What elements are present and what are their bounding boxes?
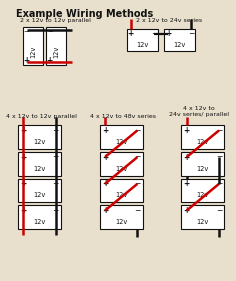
Bar — [100, 152, 143, 176]
Bar — [181, 205, 224, 229]
Text: −: − — [53, 126, 59, 135]
Text: +: + — [20, 126, 26, 135]
Bar — [100, 205, 143, 229]
Bar — [18, 179, 61, 202]
Bar — [23, 27, 43, 65]
Text: 2 x 12v to 12v parallel: 2 x 12v to 12v parallel — [20, 18, 91, 23]
Text: 12v: 12v — [115, 192, 127, 198]
Text: −: − — [216, 126, 222, 135]
Text: +: + — [102, 126, 108, 135]
Text: 12v: 12v — [136, 42, 149, 48]
Text: +: + — [183, 126, 190, 135]
Text: 12v: 12v — [197, 219, 209, 225]
Bar — [18, 125, 61, 149]
Text: 4 x 12v to 12v parallel: 4 x 12v to 12v parallel — [6, 114, 77, 119]
Text: 12v: 12v — [34, 219, 46, 225]
Text: 12v: 12v — [115, 139, 127, 145]
Bar — [18, 152, 61, 176]
Text: −: − — [216, 206, 222, 215]
Text: +: + — [183, 179, 190, 188]
Text: −: − — [216, 179, 222, 188]
Text: +: + — [46, 56, 53, 65]
Text: +: + — [183, 206, 190, 215]
Text: Example Wiring Methods: Example Wiring Methods — [16, 9, 154, 19]
Text: +: + — [20, 179, 26, 188]
Text: +: + — [20, 153, 26, 162]
Text: +: + — [102, 153, 108, 162]
Text: +: + — [183, 153, 190, 162]
Text: +: + — [102, 206, 108, 215]
Text: −: − — [47, 29, 53, 35]
Text: +: + — [128, 30, 134, 38]
Text: −: − — [53, 153, 59, 162]
Text: 12v: 12v — [30, 46, 36, 58]
Text: −: − — [134, 206, 141, 215]
Text: 4 x 12v to 48v series: 4 x 12v to 48v series — [90, 114, 156, 119]
Text: 12v: 12v — [197, 192, 209, 198]
Text: −: − — [151, 30, 157, 38]
Text: −: − — [188, 30, 194, 38]
Bar — [46, 27, 67, 65]
Text: −: − — [134, 153, 141, 162]
Text: −: − — [53, 206, 59, 215]
Bar — [127, 29, 158, 51]
Text: +: + — [20, 206, 26, 215]
Text: +: + — [23, 56, 30, 65]
Bar — [100, 179, 143, 202]
Text: +: + — [102, 179, 108, 188]
Bar — [18, 205, 61, 229]
Bar — [181, 125, 224, 149]
Text: −: − — [24, 29, 30, 35]
Text: 12v: 12v — [53, 46, 59, 58]
Text: −: − — [216, 153, 222, 162]
Text: 12v: 12v — [197, 166, 209, 171]
Text: 12v: 12v — [197, 139, 209, 145]
Bar — [181, 179, 224, 202]
Text: 12v: 12v — [173, 42, 186, 48]
Text: 12v: 12v — [115, 219, 127, 225]
Text: 4 x 12v to
24v series/ parallel: 4 x 12v to 24v series/ parallel — [169, 106, 229, 117]
Text: 12v: 12v — [34, 192, 46, 198]
Text: −: − — [134, 126, 141, 135]
Text: 12v: 12v — [34, 166, 46, 171]
Bar — [181, 152, 224, 176]
Bar — [164, 29, 195, 51]
Text: 12v: 12v — [115, 166, 127, 171]
Text: −: − — [134, 179, 141, 188]
Text: +: + — [165, 30, 171, 38]
Text: −: − — [53, 179, 59, 188]
Text: 12v: 12v — [34, 139, 46, 145]
Text: 2 x 12v to 24v series: 2 x 12v to 24v series — [136, 18, 202, 23]
Bar — [100, 125, 143, 149]
